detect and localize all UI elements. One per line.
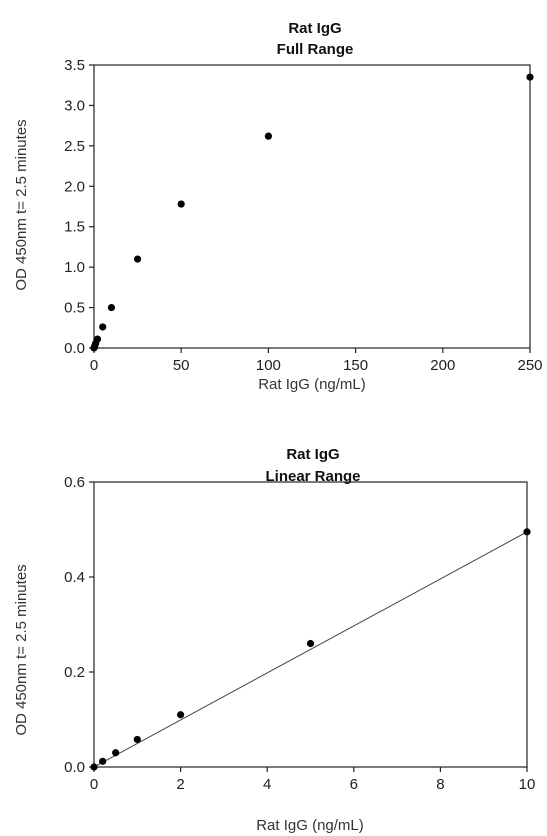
- chart2-y-tick-label: 0.4: [64, 569, 85, 586]
- chart2-x-axis-label: Rat IgG (ng/mL): [256, 817, 364, 834]
- chart2-x-tick-label: 4: [263, 776, 271, 793]
- chart2-y-tick-label: 0.2: [64, 664, 85, 681]
- chart1-plot-frame: [93, 64, 531, 349]
- chart1-x-tick-label: 100: [256, 357, 281, 374]
- chart2-x-tick-label: 6: [350, 776, 358, 793]
- chart1-y-tick-label: 3.0: [64, 97, 85, 114]
- chart2-title: Rat IgG: [286, 446, 339, 463]
- chart1-data-point: [107, 303, 116, 312]
- chart2-data-point: [523, 528, 531, 536]
- chart2-x-tick-label: 10: [519, 776, 536, 793]
- linear-range-chart: Rat IgG Linear Range Rat IgG (ng/mL) OD …: [13, 446, 535, 834]
- chart2-x-tick-label: 0: [90, 776, 98, 793]
- chart1-x-tick-label: 150: [343, 357, 368, 374]
- chart2-data-point: [177, 711, 185, 719]
- chart1-x-axis-label: Rat IgG (ng/mL): [258, 376, 366, 393]
- chart2-data-point: [133, 735, 141, 744]
- chart2-y-axis-label: OD 450nm t= 2.5 minutes: [13, 564, 30, 735]
- chart2-data-point: [306, 639, 315, 648]
- chart1-data-point: [264, 132, 272, 140]
- chart2-y-tick-label: 0.0: [64, 759, 85, 776]
- chart1-y-tick-label: 0.5: [64, 300, 85, 317]
- chart1-data-point: [177, 200, 185, 208]
- chart1-y-tick-label: 1.0: [64, 259, 85, 276]
- chart1-title: Rat IgG: [288, 20, 341, 37]
- chart1-x-tick-label: 0: [90, 357, 98, 374]
- chart1-y-tick-label: 2.5: [64, 138, 85, 155]
- chart1-y-tick-label: 1.5: [64, 219, 85, 236]
- chart1-y-tick-label: 3.5: [64, 57, 85, 74]
- chart1-y-tick-label: 2.0: [64, 178, 85, 195]
- chart1-subtitle: Full Range: [277, 41, 354, 58]
- chart1-y-axis-label: OD 450nm t= 2.5 minutes: [13, 119, 30, 290]
- chart2-trend-line: [93, 531, 528, 768]
- chart2-data-point: [99, 757, 107, 765]
- chart1-y-tick-label: 0.0: [64, 340, 85, 357]
- chart1-data-point: [526, 73, 534, 81]
- chart2-data-point: [112, 749, 120, 757]
- chart2-y-tick-label: 0.6: [64, 474, 85, 491]
- chart1-x-tick-label: 50: [173, 357, 190, 374]
- chart2-x-tick-label: 2: [176, 776, 184, 793]
- chart2-subtitle: Linear Range: [265, 468, 360, 485]
- chart1-data-point: [134, 255, 142, 263]
- chart1-x-tick-label: 250: [517, 357, 542, 374]
- chart1-x-tick-label: 200: [430, 357, 455, 374]
- chart1-data-point: [93, 335, 102, 343]
- chart1-data-point: [99, 323, 107, 331]
- chart2-x-tick-label: 8: [436, 776, 444, 793]
- chart2-data-point: [90, 763, 98, 771]
- full-range-chart: Rat IgG Full Range Rat IgG (ng/mL) OD 45…: [13, 20, 543, 393]
- chart2-plot-frame: [93, 481, 528, 768]
